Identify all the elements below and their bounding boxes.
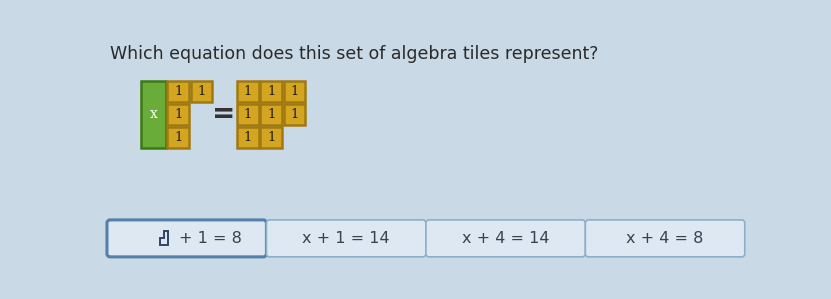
Text: 1: 1 [174,108,183,121]
Text: 1: 1 [197,85,206,98]
Text: 1: 1 [290,108,298,121]
Text: x: x [150,107,157,121]
Text: 1: 1 [243,131,253,144]
Bar [167,127,189,148]
Bar [237,104,259,125]
FancyBboxPatch shape [425,220,585,257]
Bar [141,80,166,148]
Bar [283,104,305,125]
Text: 1: 1 [267,108,275,121]
Bar [283,80,305,102]
Bar [237,80,259,102]
Text: =: = [212,100,235,128]
Bar [260,80,283,102]
Bar [190,80,213,102]
FancyBboxPatch shape [585,220,745,257]
Bar [260,104,283,125]
Text: 1: 1 [267,131,275,144]
FancyBboxPatch shape [267,220,425,257]
Text: + 1 = 8: + 1 = 8 [179,231,242,246]
Text: 1: 1 [174,131,183,144]
Text: 1: 1 [243,85,253,98]
Text: 1: 1 [174,85,183,98]
Text: 1: 1 [243,108,253,121]
Text: x + 4 = 8: x + 4 = 8 [627,231,704,246]
Text: x + 4 = 14: x + 4 = 14 [462,231,549,246]
Text: x + 1 = 14: x + 1 = 14 [302,231,390,246]
Text: 1: 1 [267,85,275,98]
Text: 1: 1 [290,85,298,98]
Bar [167,80,189,102]
Bar [237,127,259,148]
FancyBboxPatch shape [107,220,267,257]
Text: Which equation does this set of algebra tiles represent?: Which equation does this set of algebra … [110,45,598,63]
Bar [260,127,283,148]
Bar [167,104,189,125]
